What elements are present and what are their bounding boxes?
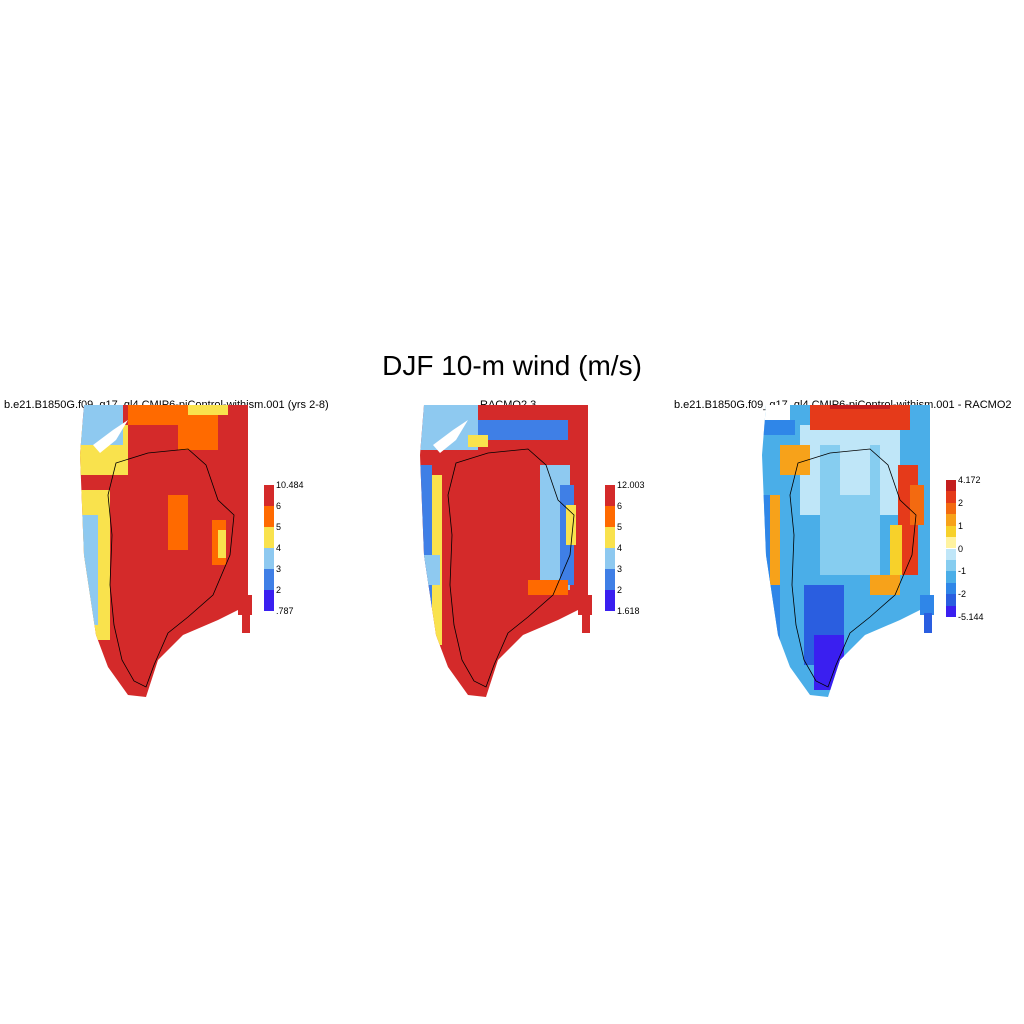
colorbar-segment: [264, 485, 274, 506]
map-difference: [762, 405, 934, 697]
colorbar-tick-label: 6: [276, 501, 282, 511]
colorbar-tick-label: 3: [276, 564, 282, 574]
colorbar-segment: [946, 571, 956, 583]
colorbar-tick-label: 4: [617, 543, 623, 553]
colorbar-tick-label: 4: [276, 543, 282, 553]
colorbar-segment: [946, 537, 956, 549]
map-model: [80, 405, 252, 697]
colorbar-segment: [264, 527, 274, 548]
colorbar-tick-label: 5: [617, 522, 623, 532]
colorbar-segment: [946, 514, 956, 526]
colorbar-segment: [605, 527, 615, 548]
colorbar-tick-label: 1.618: [617, 606, 640, 616]
colorbar-segment: [946, 502, 956, 515]
figure-title: DJF 10-m wind (m/s): [382, 350, 642, 381]
colorbar-tick-label: 12.003: [617, 480, 645, 490]
colorbar-segment: [605, 569, 615, 590]
colorbar-tick-label: .787: [276, 606, 294, 616]
map-racmo: [420, 405, 592, 697]
colorbar-segment: [605, 485, 615, 506]
colorbar-difference: [946, 480, 956, 617]
colorbar-tick-label: -2: [958, 589, 967, 600]
colorbar-tick-label: 0: [958, 543, 964, 554]
colorbar-segment: [605, 506, 615, 527]
colorbar-segment: [946, 594, 956, 606]
colorbar-model: [264, 485, 274, 611]
colorbar-tick-label: -1: [958, 566, 967, 577]
colorbar-tick-label: 2: [617, 585, 623, 595]
colorbar-tick-label: 4.172: [958, 475, 981, 485]
colorbar-tick-label: 1: [958, 520, 964, 531]
colorbar-segment: [264, 548, 274, 569]
colorbar-segment: [605, 590, 615, 611]
colorbar-segment: [946, 480, 956, 492]
colorbar-segment: [264, 569, 274, 590]
colorbar-tick-label: 10.484: [276, 480, 304, 490]
colorbar-tick-label: 5: [276, 522, 282, 532]
colorbar-segment: [264, 590, 274, 611]
colorbar-segment: [946, 525, 956, 538]
colorbar-segment: [946, 559, 956, 572]
colorbar-segment: [946, 491, 956, 503]
colorbar-segment: [605, 548, 615, 569]
colorbar-tick-label: -5.144: [958, 612, 984, 622]
colorbar-tick-label: 2: [276, 585, 282, 595]
colorbar-tick-label: 6: [617, 501, 623, 511]
colorbar-racmo: [605, 485, 615, 611]
colorbar-segment: [264, 506, 274, 527]
colorbar-segment: [946, 605, 956, 617]
colorbar-segment: [946, 548, 956, 560]
colorbar-tick-label: 2: [958, 497, 964, 508]
colorbar-segment: [946, 582, 956, 595]
colorbar-tick-label: 3: [617, 564, 623, 574]
